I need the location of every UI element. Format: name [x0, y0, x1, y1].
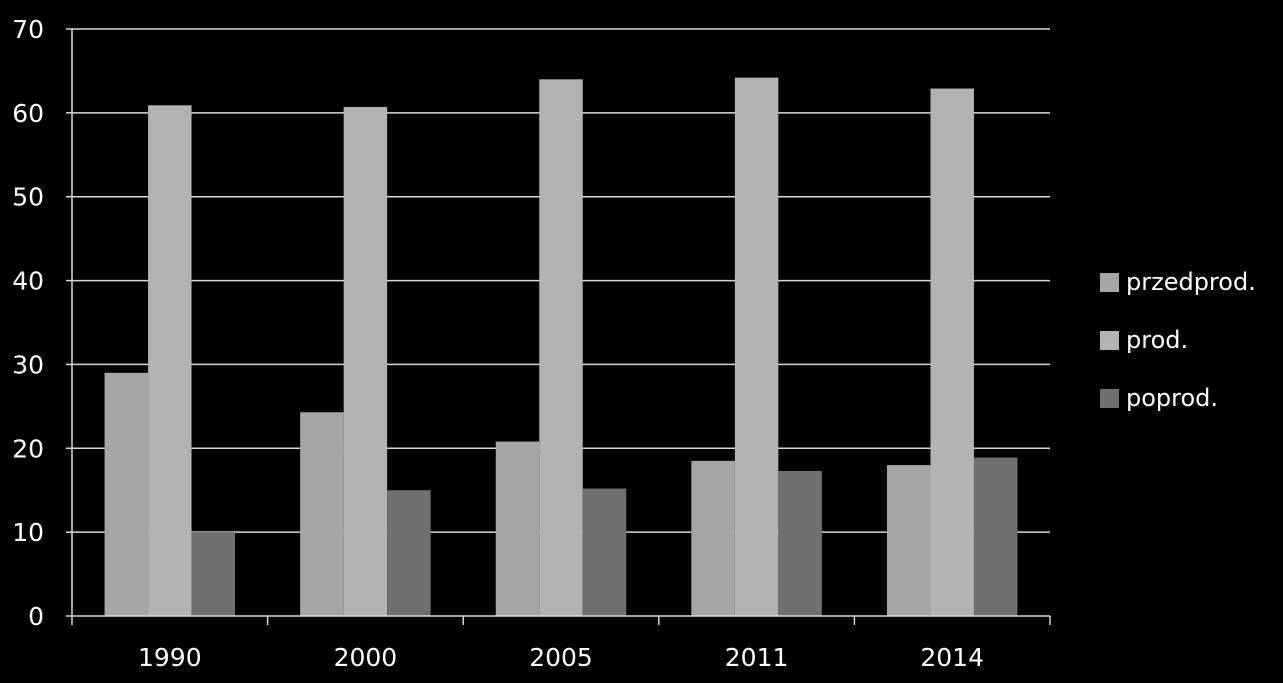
x-tick-label-2000: 2000 — [334, 643, 398, 672]
y-tick-label-60: 60 — [12, 99, 44, 128]
y-tick-label-20: 20 — [12, 434, 44, 463]
legend-label-prod: prod. — [1126, 326, 1189, 354]
bar-poprod-2011 — [778, 470, 822, 616]
x-tick-label-2011: 2011 — [725, 643, 789, 672]
bar-przedprod-2000 — [300, 412, 344, 616]
bar-prod-2014 — [930, 88, 974, 616]
legend-swatch-poprod — [1100, 388, 1119, 408]
y-tick-label-70: 70 — [12, 15, 44, 44]
x-tick-label-2005: 2005 — [529, 643, 593, 672]
bar-prod-2005 — [539, 79, 583, 617]
axes — [66, 28, 1051, 625]
y-tick-label-30: 30 — [12, 350, 44, 379]
y-tick-label-10: 10 — [12, 518, 44, 547]
x-tick-label-2014: 2014 — [920, 643, 984, 672]
legend-item-prod: prod. — [1100, 326, 1256, 354]
y-tick-label-0: 0 — [28, 602, 44, 631]
tick-labels: 0 10 20 30 40 50 60 70 1990 2000 2005 2011 2014 — [12, 15, 984, 672]
bars — [104, 77, 1018, 617]
legend-item-poprod: poprod. — [1100, 384, 1256, 412]
bar-przedprod-1990 — [104, 372, 149, 616]
bar-prod-1990 — [148, 105, 192, 616]
bar-poprod-2014 — [973, 457, 1018, 616]
bar-przedprod-2014 — [886, 465, 931, 616]
legend-label-poprod: poprod. — [1126, 384, 1219, 412]
y-tick-label-40: 40 — [12, 267, 44, 296]
bar-przedprod-2005 — [495, 441, 540, 616]
bar-prod-2000 — [343, 106, 388, 616]
legend-swatch-przedprod — [1100, 272, 1119, 292]
legend: przedprod. prod. poprod. — [1100, 268, 1256, 442]
y-tick-label-50: 50 — [12, 183, 44, 212]
legend-label-przedprod: przedprod. — [1126, 268, 1256, 296]
legend-swatch-prod — [1100, 330, 1119, 350]
legend-item-przedprod: przedprod. — [1100, 268, 1256, 296]
bar-prod-2011 — [734, 77, 779, 616]
bar-przedprod-2011 — [691, 460, 735, 616]
bar-poprod-2005 — [582, 488, 627, 616]
bar-poprod-1990 — [191, 532, 236, 616]
x-tick-label-1990: 1990 — [138, 643, 202, 672]
bar-poprod-2000 — [387, 490, 431, 616]
